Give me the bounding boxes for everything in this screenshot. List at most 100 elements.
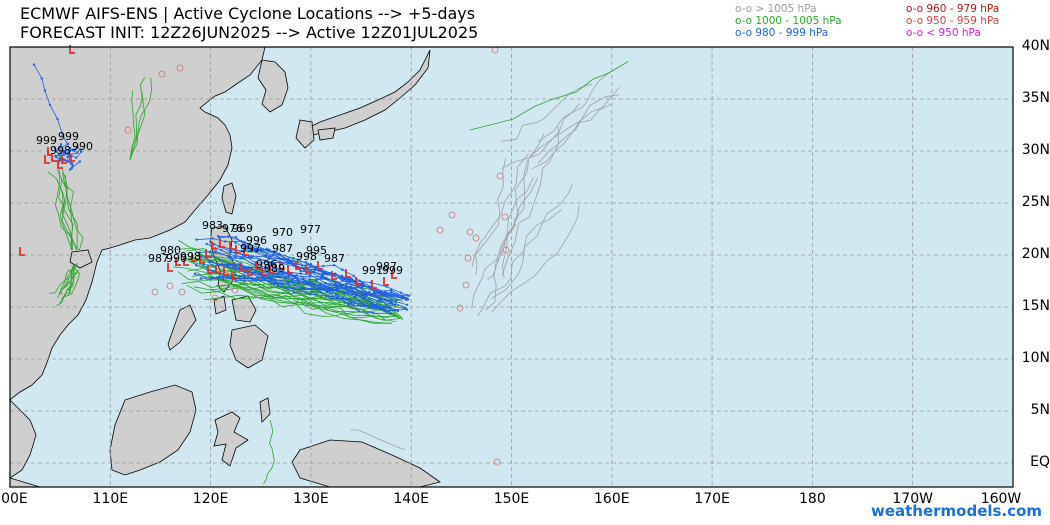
track-point	[344, 279, 348, 283]
track-green	[70, 264, 80, 295]
low-center-marker	[199, 255, 205, 264]
track-gray	[538, 71, 610, 142]
lat-label: EQ	[1030, 454, 1050, 470]
track-point	[379, 298, 382, 301]
low-center-marker	[231, 271, 237, 280]
track-point	[208, 277, 212, 280]
pressure-label: 996	[256, 258, 277, 271]
track-point	[332, 263, 336, 267]
end-circle-marker	[496, 172, 504, 180]
low-center-marker	[57, 160, 63, 169]
pressure-label: 970	[272, 226, 293, 239]
track-green	[204, 294, 403, 320]
low-center-marker	[295, 261, 301, 270]
lon-label: 100E	[0, 491, 28, 507]
track-point	[224, 240, 227, 243]
lat-label: 5N	[1030, 402, 1050, 418]
track-point	[405, 303, 409, 306]
track-gray	[350, 429, 406, 451]
track-point	[58, 158, 62, 162]
land-new-guinea	[291, 439, 441, 488]
track-point	[385, 295, 388, 298]
lon-label: 150E	[493, 491, 530, 507]
track-point	[214, 250, 218, 253]
track-point	[284, 276, 287, 279]
track-point	[369, 294, 373, 297]
track-point	[264, 267, 267, 270]
lon-label: 170W	[892, 491, 933, 507]
track-point	[70, 166, 73, 170]
land-indochina-south	[9, 399, 37, 479]
low-center-marker	[175, 257, 181, 266]
track-point	[373, 291, 376, 295]
track-point	[32, 63, 36, 66]
track-point	[351, 291, 354, 295]
low-center-marker	[219, 239, 225, 248]
track-green	[193, 286, 393, 324]
end-circle-marker	[211, 294, 219, 302]
track-point	[308, 278, 312, 281]
lon-label: 120E	[192, 491, 229, 507]
track-point	[193, 272, 197, 275]
track-point	[342, 290, 345, 293]
track-green	[129, 92, 146, 161]
track-point	[296, 288, 299, 291]
track-point	[254, 279, 258, 282]
track-point	[253, 271, 257, 274]
track-point	[233, 262, 236, 266]
lon-label: 110E	[92, 491, 129, 507]
track-green	[49, 267, 76, 294]
track-point	[43, 89, 47, 92]
land-hainan	[69, 249, 93, 269]
pressure-label: 980	[160, 244, 181, 257]
track-point	[240, 244, 244, 247]
track-gray	[501, 83, 592, 142]
track-point	[212, 270, 216, 273]
low-center-marker	[44, 155, 50, 164]
lat-label: 25N	[1021, 194, 1050, 210]
track-point	[277, 271, 280, 275]
pressure-label: 998	[180, 250, 201, 263]
low-center-marker	[207, 265, 213, 274]
end-circle-marker	[501, 213, 509, 221]
low-center-marker	[191, 253, 197, 262]
track-point	[299, 280, 302, 283]
track-point	[357, 304, 360, 307]
track-point	[334, 281, 337, 284]
end-circle-marker	[166, 282, 174, 290]
legend-item-lt950: o-o < 950 hPa	[906, 27, 981, 39]
track-point	[71, 164, 74, 168]
end-circle-marker	[176, 64, 184, 72]
track-point	[270, 261, 273, 264]
track-point	[315, 279, 318, 283]
track-point	[302, 268, 306, 272]
track-green	[186, 248, 396, 314]
low-center-marker	[317, 261, 323, 270]
low-center-marker	[69, 45, 75, 54]
title-line-1: ECMWF AIFS-ENS | Active Cyclone Location…	[20, 4, 476, 23]
track-point	[216, 276, 219, 279]
end-circle-marker	[493, 458, 501, 466]
track-point	[308, 275, 311, 278]
end-circle-marker	[436, 226, 444, 234]
track-point	[40, 77, 44, 80]
legend-item-1000-1005: o-o 1000 - 1005 hPa	[735, 15, 842, 27]
track-point	[383, 298, 387, 301]
track-point	[270, 277, 274, 280]
track-point	[300, 264, 304, 267]
track-point	[405, 308, 409, 311]
end-circle-marker	[151, 288, 159, 296]
track-point	[264, 259, 267, 262]
low-center-marker	[239, 263, 245, 272]
track-point	[75, 151, 79, 154]
track-point	[370, 301, 373, 305]
land-mindanao	[229, 324, 269, 369]
track-point	[212, 242, 216, 246]
end-circle-marker	[158, 70, 166, 78]
site-credit[interactable]: weathermodels.com	[870, 502, 1042, 520]
track-point	[364, 295, 367, 298]
track-point	[70, 162, 73, 165]
low-center-marker	[211, 241, 217, 250]
track-point	[229, 250, 232, 253]
track-point	[352, 274, 355, 278]
